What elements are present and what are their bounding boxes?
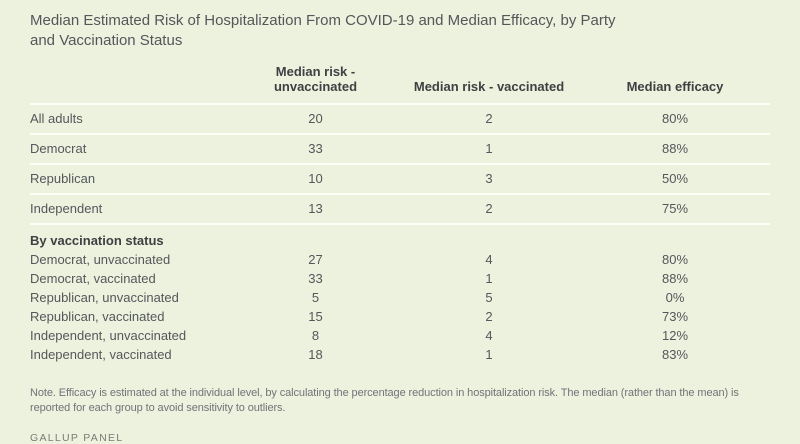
figure-title: Median Estimated Risk of Hospitalization… xyxy=(30,12,616,49)
risk-vaccinated-value: 2 xyxy=(398,104,580,135)
risk-unvaccinated-value: 10 xyxy=(233,164,398,195)
row-label: Republican xyxy=(30,164,233,195)
efficacy-value: 88% xyxy=(661,271,689,286)
risk-vaccinated-value: 3 xyxy=(398,164,580,195)
row-label: Independent, unvaccinated xyxy=(30,328,187,343)
efficacy-value: 50% xyxy=(580,164,770,195)
header-row: Median risk - unvaccinated Median risk -… xyxy=(30,64,770,105)
note-text: Note. Efficacy is estimated at the indiv… xyxy=(30,387,739,414)
risk-vaccinated-value: 4 xyxy=(485,328,493,343)
row-label: Democrat, unvaccinated xyxy=(30,252,171,267)
risk-vaccinated-value: 4 xyxy=(485,252,493,267)
table-row: Independent, unvaccinated 8 4 12% xyxy=(30,326,770,345)
risk-unvaccinated-value: 33 xyxy=(233,134,398,165)
row-label: Independent xyxy=(30,194,233,225)
column-header-group xyxy=(30,64,233,105)
risk-unvaccinated-value: 20 xyxy=(233,104,398,135)
row-label: Democrat xyxy=(30,134,233,165)
efficacy-value: 12% xyxy=(661,328,689,343)
efficacy-value: 88% xyxy=(580,134,770,165)
table-row: Republican 10 3 50% xyxy=(30,164,770,195)
table-row: Democrat, unvaccinated 27 4 80% xyxy=(30,250,770,269)
efficacy-value: 0% xyxy=(665,290,685,305)
row-label: Republican, vaccinated xyxy=(30,309,165,324)
table-row: Republican, vaccinated 15 2 73% xyxy=(30,307,770,326)
efficacy-value: 80% xyxy=(580,104,770,135)
efficacy-value: 73% xyxy=(661,309,689,324)
efficacy-value: 83% xyxy=(661,347,689,362)
row-label: All adults xyxy=(30,104,233,135)
efficacy-value: 80% xyxy=(661,252,689,267)
table-row: Democrat 33 1 88% xyxy=(30,134,770,165)
row-label: Independent, vaccinated xyxy=(30,347,172,362)
risk-unvaccinated-value: 18 xyxy=(308,347,323,362)
risk-unvaccinated-value: 27 xyxy=(308,252,323,267)
table-row: Independent 13 2 75% xyxy=(30,194,770,225)
efficacy-value: 75% xyxy=(580,194,770,225)
risk-vaccinated-value: 1 xyxy=(485,347,493,362)
column-header-efficacy: Median efficacy xyxy=(580,64,770,105)
row-label: Republican, unvaccinated xyxy=(30,290,179,305)
source-label: GALLUP PANEL xyxy=(30,432,124,444)
section-header-label: By vaccination status xyxy=(30,233,164,248)
data-table: Median risk - unvaccinated Median risk -… xyxy=(30,64,770,364)
risk-vaccinated-value: 1 xyxy=(485,271,493,286)
risk-unvaccinated-value: 33 xyxy=(308,271,323,286)
risk-vaccinated-value: 5 xyxy=(485,290,493,305)
table-row: Independent, vaccinated 18 1 83% xyxy=(30,345,770,364)
table-row: All adults 20 2 80% xyxy=(30,104,770,135)
column-header-risk-vaccinated: Median risk - vaccinated xyxy=(398,64,580,105)
risk-unvaccinated-value: 5 xyxy=(311,290,320,305)
risk-unvaccinated-value: 8 xyxy=(311,328,320,343)
column-header-risk-unvaccinated: Median risk - unvaccinated xyxy=(233,64,398,105)
risk-vaccinated-value: 2 xyxy=(398,194,580,225)
risk-unvaccinated-value: 13 xyxy=(233,194,398,225)
table-row: Democrat, vaccinated 33 1 88% xyxy=(30,269,770,288)
risk-unvaccinated-value: 15 xyxy=(308,309,323,324)
risk-vaccinated-value: 1 xyxy=(398,134,580,165)
row-label: Democrat, vaccinated xyxy=(30,271,156,286)
risk-vaccinated-value: 2 xyxy=(485,309,493,324)
table-row: Republican, unvaccinated 5 5 0% xyxy=(30,288,770,307)
section-header-row: By vaccination status xyxy=(30,224,770,250)
